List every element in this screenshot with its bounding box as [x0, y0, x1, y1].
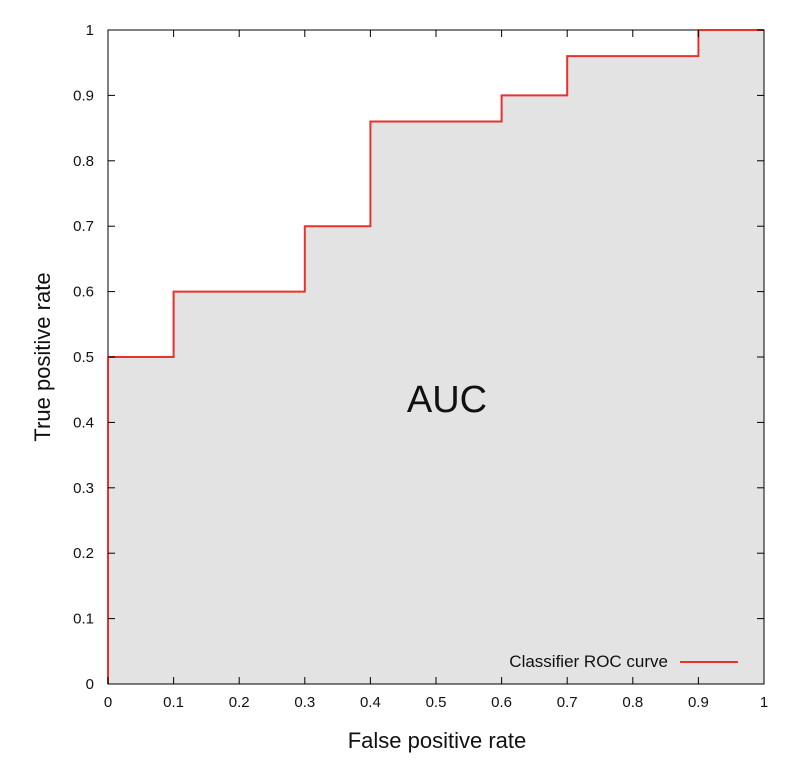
x-tick-label: 0.3	[294, 694, 315, 711]
auc-area	[108, 30, 764, 684]
x-tick-label: 0.8	[622, 694, 643, 711]
y-tick-label: 0.7	[73, 218, 94, 235]
y-tick-label: 0	[86, 676, 94, 693]
x-tick-label: 0.4	[360, 694, 381, 711]
y-tick-label: 0.8	[73, 153, 94, 170]
y-tick-label: 0.5	[73, 349, 94, 366]
legend: Classifier ROC curve	[509, 652, 738, 671]
y-tick-label: 0.1	[73, 611, 94, 628]
x-tick-label: 0.1	[163, 694, 184, 711]
x-tick-label: 0.7	[557, 694, 578, 711]
x-axis-label: False positive rate	[348, 728, 527, 753]
y-tick-label: 0.2	[73, 545, 94, 562]
auc-annotation: AUC	[407, 379, 487, 421]
x-tick-label: 0.6	[491, 694, 512, 711]
y-tick-label: 0.4	[73, 414, 94, 431]
legend-label: Classifier ROC curve	[509, 652, 668, 671]
axis-ticks: 0 0.1 0.2 0.3 0.4 0.5 0.6 0.7 0.8 0.9 1 0 0.1 0.2 0.3 0…	[73, 22, 768, 711]
x-tick-label: 0.5	[426, 694, 447, 711]
x-tick-label: 0	[104, 694, 112, 711]
y-tick-label: 0.9	[73, 87, 94, 104]
y-tick-label: 0.3	[73, 480, 94, 497]
plot-area	[107, 29, 765, 685]
x-tick-label: 1	[760, 694, 768, 711]
y-axis-label: True positive rate	[30, 272, 55, 441]
x-tick-label: 0.2	[229, 694, 250, 711]
x-tick-label: 0.9	[688, 694, 709, 711]
y-tick-label: 0.6	[73, 284, 94, 301]
y-tick-label: 1	[86, 22, 94, 39]
roc-curve-line	[107, 29, 764, 684]
